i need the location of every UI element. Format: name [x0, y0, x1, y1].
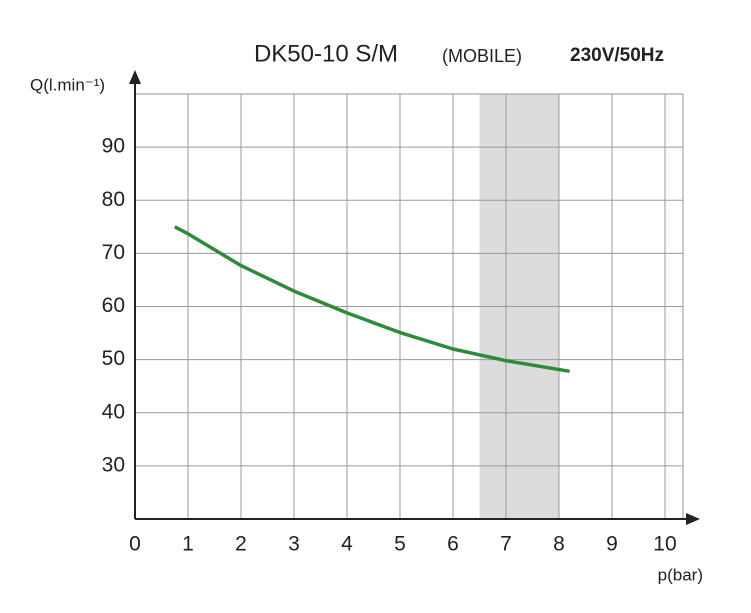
y-tick-label: 60	[102, 294, 125, 317]
data-line	[173, 225, 570, 374]
x-tick-label: 4	[341, 533, 353, 556]
x-tick-label: 9	[606, 533, 618, 556]
x-tick-label: 2	[235, 533, 247, 556]
x-tick-label: 5	[394, 533, 406, 556]
x-tick-label: 6	[447, 533, 459, 556]
x-tick-label: 7	[500, 533, 512, 556]
y-tick-label: 80	[102, 188, 125, 211]
y-tick-label: 90	[102, 135, 125, 158]
x-tick-label: 1	[182, 533, 194, 556]
x-arrow	[686, 513, 700, 525]
x-tick-label: 8	[553, 533, 565, 556]
y-axis-label: Q(l.min⁻¹)	[30, 75, 105, 94]
y-tick-label: 70	[102, 241, 125, 264]
y-tick-label: 50	[102, 347, 125, 370]
y-tick-label: 30	[102, 453, 125, 476]
annotation: 230V/50Hz	[570, 45, 664, 66]
x-tick-label: 0	[129, 533, 141, 556]
y-arrow	[129, 70, 141, 84]
x-tick-label: 3	[288, 533, 300, 556]
x-tick-label: 10	[653, 533, 676, 556]
y-tick-label: 40	[102, 400, 125, 423]
chart-title: DK50-10 S/M	[254, 40, 398, 67]
chart-subtitle: (MOBILE)	[442, 46, 522, 66]
x-axis-label: p(bar)	[658, 565, 703, 584]
